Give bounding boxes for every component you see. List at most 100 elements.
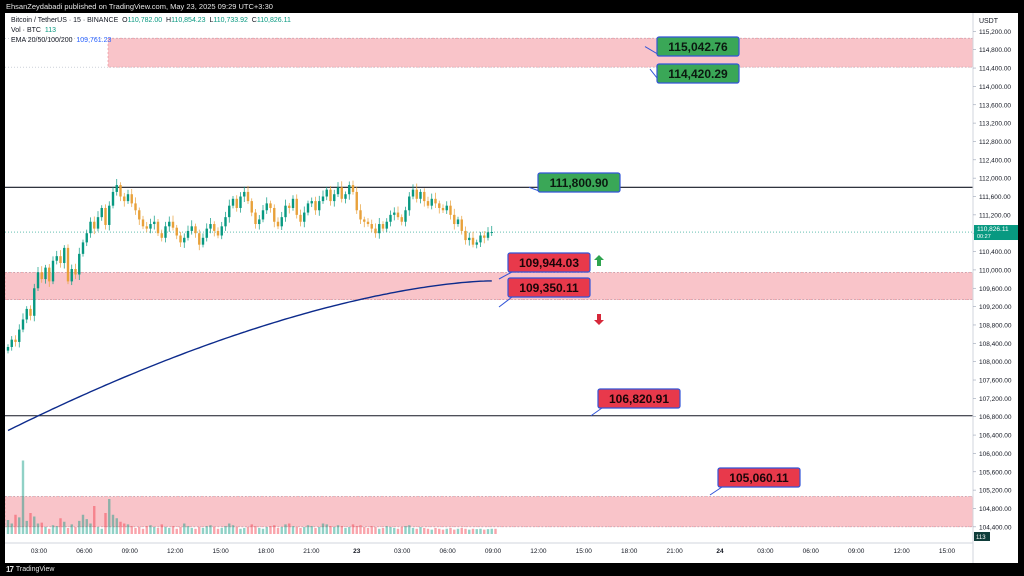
- volume-bar: [14, 514, 17, 534]
- candle-body: [123, 196, 126, 202]
- callout-box: [717, 467, 801, 488]
- legend-low-label: L: [209, 17, 214, 24]
- candle-body: [14, 339, 17, 342]
- current-price-tag-text: 110,826.11: [977, 226, 1009, 233]
- volume-bar: [340, 526, 343, 534]
- volume-bar: [363, 527, 366, 534]
- x-tick-label: 15:00: [212, 548, 229, 555]
- candle-body: [276, 221, 280, 227]
- legend-close-label: C: [251, 17, 257, 24]
- ema-line: [7, 280, 492, 432]
- volume-bar: [108, 499, 111, 534]
- y-tick-label: 110,000.00: [979, 267, 1011, 274]
- candle-body: [44, 267, 47, 280]
- x-tick-label: 15:00: [939, 548, 956, 555]
- legend-vol-label: Vol · BTC: [11, 27, 41, 34]
- legend-ema-label: EMA 20/50/100/200: [11, 37, 73, 44]
- volume-bar: [171, 526, 175, 534]
- callout-label: 111,800.90: [550, 176, 609, 190]
- volume-bar: [85, 519, 88, 534]
- volume-bar: [149, 525, 152, 534]
- candle-body: [194, 226, 197, 234]
- volume-bar: [250, 524, 253, 534]
- volume-bar: [325, 524, 328, 534]
- candle-body: [336, 187, 340, 195]
- volume-bar: [126, 524, 130, 534]
- y-tick-label: 107,600.00: [979, 378, 1012, 385]
- arrow-up-icon: [594, 255, 604, 266]
- candle-body: [138, 210, 141, 220]
- volume-bar: [175, 528, 178, 534]
- candle-body: [126, 194, 130, 202]
- volume-bar: [284, 524, 287, 534]
- candle-body: [404, 210, 407, 222]
- x-tick-label: 03:00: [394, 548, 411, 555]
- volume-bar: [374, 527, 377, 534]
- y-tick-label: 110,400.00: [979, 249, 1011, 256]
- volume-bar: [194, 528, 197, 534]
- volume-bar: [430, 529, 433, 534]
- candle-body: [284, 205, 287, 218]
- callout-box: [507, 252, 591, 273]
- volume-bar: [336, 525, 340, 534]
- publish-line: EhsanZeydabadi published on TradingView.…: [6, 2, 273, 11]
- legend-symbol-row: Bitcoin / TetherUS · 15 · BINANCE O110,7…: [11, 17, 291, 24]
- y-tick-label: 113,600.00: [979, 102, 1011, 109]
- candle-body: [246, 191, 250, 202]
- volume-bar: [434, 527, 437, 534]
- candle-body: [209, 224, 212, 229]
- candle-body: [104, 207, 107, 225]
- volume-bar: [160, 524, 163, 534]
- x-tick-label: 12:00: [530, 548, 547, 555]
- x-tick-label: 03:00: [31, 548, 48, 555]
- legend-volume-row[interactable]: Vol · BTC 113: [11, 27, 56, 34]
- x-tick-label: 09:00: [122, 548, 139, 555]
- y-tick-label: 105,200.00: [979, 488, 1012, 495]
- volume-bar: [415, 528, 418, 534]
- volume-bar: [411, 527, 415, 534]
- volume-bar: [164, 527, 167, 534]
- y-tick-label: 112,800.00: [979, 139, 1011, 146]
- candle-body: [224, 217, 227, 227]
- volume-bar: [141, 528, 145, 534]
- callout-pointer: [498, 271, 513, 280]
- tradingview-footer: 17 TradingView: [6, 565, 54, 574]
- volume-bar: [183, 523, 186, 534]
- candle-body: [198, 233, 201, 245]
- chart-canvas[interactable]: 115,042.76 114,420.29 111,800.90 109,944.03…: [5, 13, 1018, 563]
- y-tick-label: 111,200.00: [979, 212, 1011, 219]
- y-tick-label: 109,200.00: [979, 304, 1012, 311]
- volume-bar: [475, 529, 478, 534]
- candle-body: [81, 242, 85, 254]
- candle-body: [48, 267, 51, 282]
- legend-ema-row[interactable]: EMA 20/50/100/200 109,761.23: [11, 37, 111, 44]
- callout-label: 109,350.11: [519, 281, 579, 295]
- candle-body: [393, 212, 396, 215]
- candle-body: [363, 219, 366, 222]
- currency-label[interactable]: USDT: [978, 18, 998, 25]
- volume-bar: [393, 527, 396, 534]
- candle-body: [100, 207, 103, 218]
- volume-bar: [213, 527, 216, 534]
- volume-bar: [55, 526, 58, 534]
- volume-bar: [265, 527, 268, 534]
- y-tick-label: 105,600.00: [979, 469, 1012, 476]
- volume-bar: [153, 527, 156, 534]
- x-tick-label: 18:00: [621, 548, 638, 555]
- legend-symbol[interactable]: Bitcoin / TetherUS · 15 · BINANCE: [11, 17, 119, 24]
- candle-body: [10, 339, 13, 347]
- volume-bar: [220, 527, 223, 534]
- volume-bar: [134, 527, 137, 534]
- candle-body: [179, 235, 182, 243]
- volume-bar: [81, 514, 85, 534]
- volume-bar: [36, 523, 40, 534]
- candle-body: [430, 198, 433, 206]
- volume-bar: [378, 528, 381, 534]
- volume-bar: [44, 527, 47, 534]
- supply-demand-zone: [5, 496, 974, 528]
- candle-body: [261, 210, 265, 220]
- candle-body: [70, 268, 73, 282]
- chart-panel[interactable]: 115,042.76 114,420.29 111,800.90 109,944.03…: [5, 13, 1018, 563]
- candle-body: [33, 288, 36, 316]
- volume-bar: [483, 529, 486, 534]
